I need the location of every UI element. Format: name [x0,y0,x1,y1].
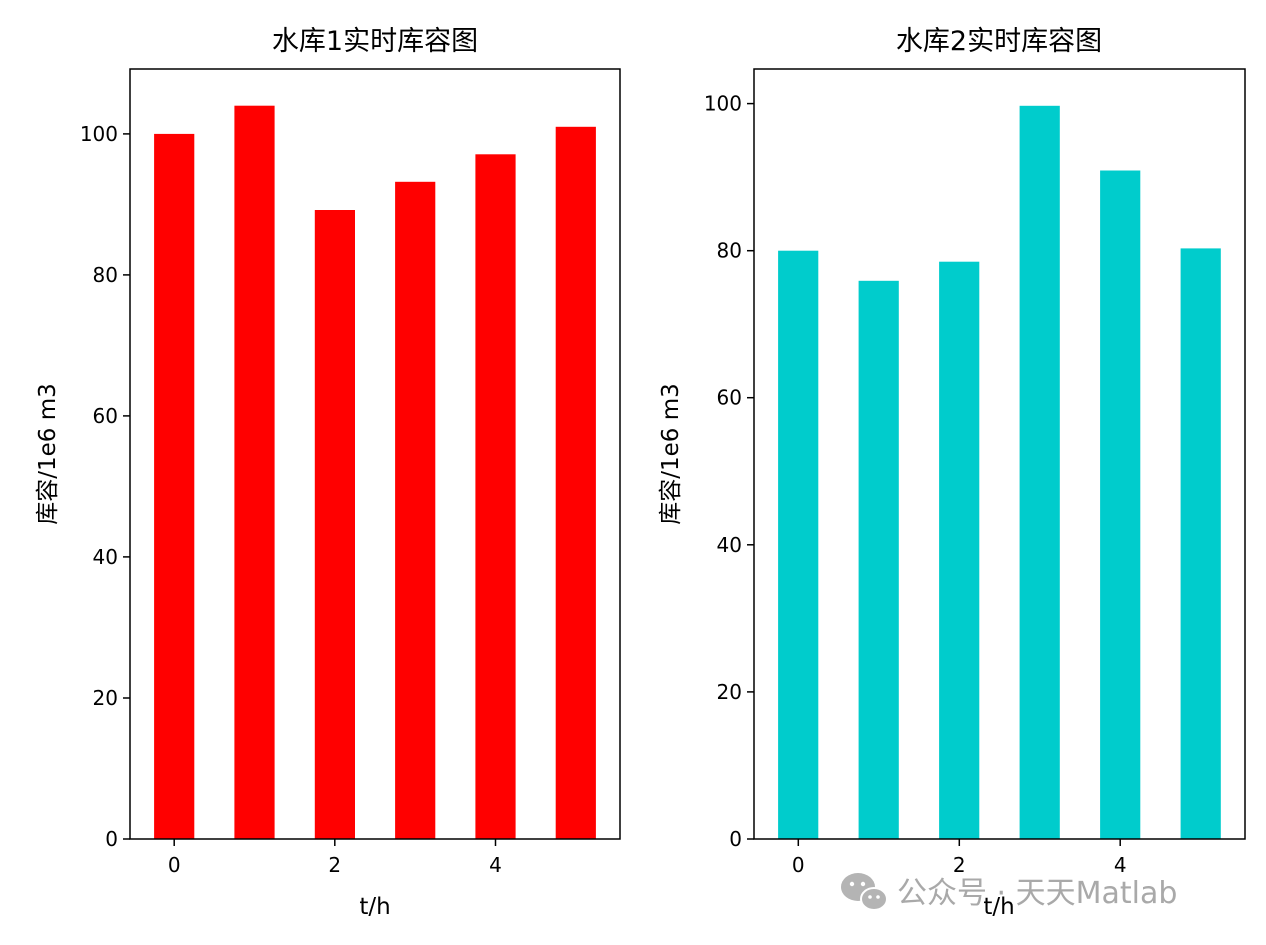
chart-2-y-tick-label: 20 [717,680,742,704]
chart-2-y-tick-label: 0 [729,827,742,851]
chart-1-x-tick-label: 2 [328,853,341,877]
chart-1-y-tick-label: 100 [80,122,118,146]
chart-1-bar [314,210,355,839]
chart-1-x-tick-label: 4 [489,853,502,877]
chart-1-bar [234,105,275,839]
chart-1-bar [395,181,436,840]
chart-2-bar [858,280,899,839]
chart-1-bar [154,133,195,839]
chart-1-y-ticks: 0 20 40 60 80 100 [80,122,130,851]
chart-2-bars [778,105,1221,840]
chart-2-y-tick-label: 80 [717,239,742,263]
chart-1-y-tick-label: 0 [105,827,118,851]
wechat-icon [841,873,888,911]
chart-1-x-tick-label: 0 [168,853,181,877]
chart-2-x-tick-label: 2 [953,853,966,877]
chart-1-bar [555,126,596,840]
chart-2-x-tick-label: 0 [792,853,805,877]
chart-2-y-tick-label: 100 [704,92,742,116]
chart-2-bar [939,261,980,839]
chart-1: 水库1实时库容图 0 20 40 60 80 100 0 2 4 t/h 库容/1e6 m3 [35,26,621,920]
watermark-text: 公众号 · 天天Matlab [897,876,1177,911]
chart-1-title: 水库1实时库容图 [272,26,478,57]
chart-2-bar [1019,105,1060,840]
chart-1-bars [154,105,596,840]
chart-2-plot-frame [753,68,1246,840]
chart-2-y-tick-label: 60 [717,386,742,410]
chart-2: 水库2实时库容图 0 20 40 60 80 100 0 2 4 t/h 库容/1e6 m3 [658,26,1246,920]
chart-1-x-ticks: 0 2 4 [168,839,502,877]
chart-2-bar [1100,170,1141,839]
chart-1-x-axis-label: t/h [359,894,390,920]
chart-2-y-axis-label: 库容/1e6 m3 [658,383,684,525]
chart-2-bar [778,250,819,839]
chart-2-y-tick-label: 40 [717,533,742,557]
chart-2-x-ticks: 0 2 4 [792,839,1127,877]
chart-1-y-tick-label: 80 [93,263,118,287]
chart-2-y-ticks: 0 20 40 60 80 100 [704,92,754,851]
chart-2-x-axis-label: t/h [983,894,1014,920]
chart-2-bar [1180,248,1221,839]
chart-2-x-tick-label: 4 [1114,853,1127,877]
chart-1-y-tick-label: 20 [93,686,118,710]
chart-1-bar [475,154,516,840]
chart-1-y-tick-label: 60 [93,404,118,428]
chart-1-plot-frame [129,68,621,840]
chart-2-title: 水库2实时库容图 [896,26,1102,57]
watermark: 公众号 · 天天Matlab [841,873,1177,911]
chart-1-y-tick-label: 40 [93,545,118,569]
chart-1-y-axis-label: 库容/1e6 m3 [35,383,61,525]
